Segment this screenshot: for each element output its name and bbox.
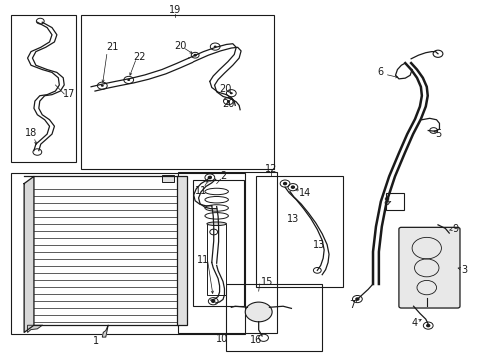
Text: 9: 9 [452,224,458,234]
Bar [11,15,76,162]
Text: 7: 7 [349,300,356,310]
Circle shape [214,45,217,48]
Text: 20: 20 [174,41,187,50]
Text: 13: 13 [313,240,325,250]
Text: 2: 2 [220,171,226,181]
Bar [178,172,277,333]
Circle shape [230,92,233,94]
Circle shape [212,300,215,302]
Circle shape [448,233,451,235]
Ellipse shape [205,197,228,203]
Polygon shape [24,176,34,332]
Circle shape [427,324,430,327]
Text: 1: 1 [93,336,99,346]
Text: 3: 3 [461,265,467,275]
Bar [193,180,244,306]
Text: 19: 19 [169,5,181,15]
Text: 16: 16 [249,334,262,345]
Circle shape [127,79,130,81]
Bar [162,175,174,182]
Text: 18: 18 [25,128,37,138]
Ellipse shape [245,302,272,322]
Bar [256,176,343,287]
Text: 12: 12 [265,164,277,174]
Text: 8: 8 [384,197,390,207]
Circle shape [194,54,196,56]
Circle shape [292,186,294,188]
Text: 11: 11 [197,255,210,265]
Bar [386,193,404,211]
Bar [176,176,187,325]
Text: 10: 10 [216,334,228,344]
Text: 5: 5 [436,129,441,139]
Bar [226,284,322,351]
Circle shape [208,176,211,179]
Text: 11: 11 [195,186,207,196]
Circle shape [101,85,104,87]
Circle shape [227,100,230,102]
Ellipse shape [207,222,226,226]
Polygon shape [27,325,42,332]
Text: 15: 15 [261,277,273,287]
Text: 14: 14 [298,188,311,198]
Circle shape [356,298,359,300]
Text: 21: 21 [106,42,118,52]
Text: 17: 17 [63,89,75,99]
Polygon shape [102,325,108,337]
Bar [207,224,226,296]
Bar [11,173,245,334]
Text: 13: 13 [287,215,299,224]
Ellipse shape [205,188,228,195]
Text: 20: 20 [219,84,232,94]
FancyBboxPatch shape [399,227,460,308]
Text: 6: 6 [378,67,384,77]
Circle shape [284,183,287,185]
Ellipse shape [205,213,228,219]
Text: 4: 4 [412,318,418,328]
Bar [81,15,274,169]
Text: 22: 22 [134,52,146,62]
Text: 20: 20 [222,99,235,109]
Ellipse shape [205,205,228,211]
